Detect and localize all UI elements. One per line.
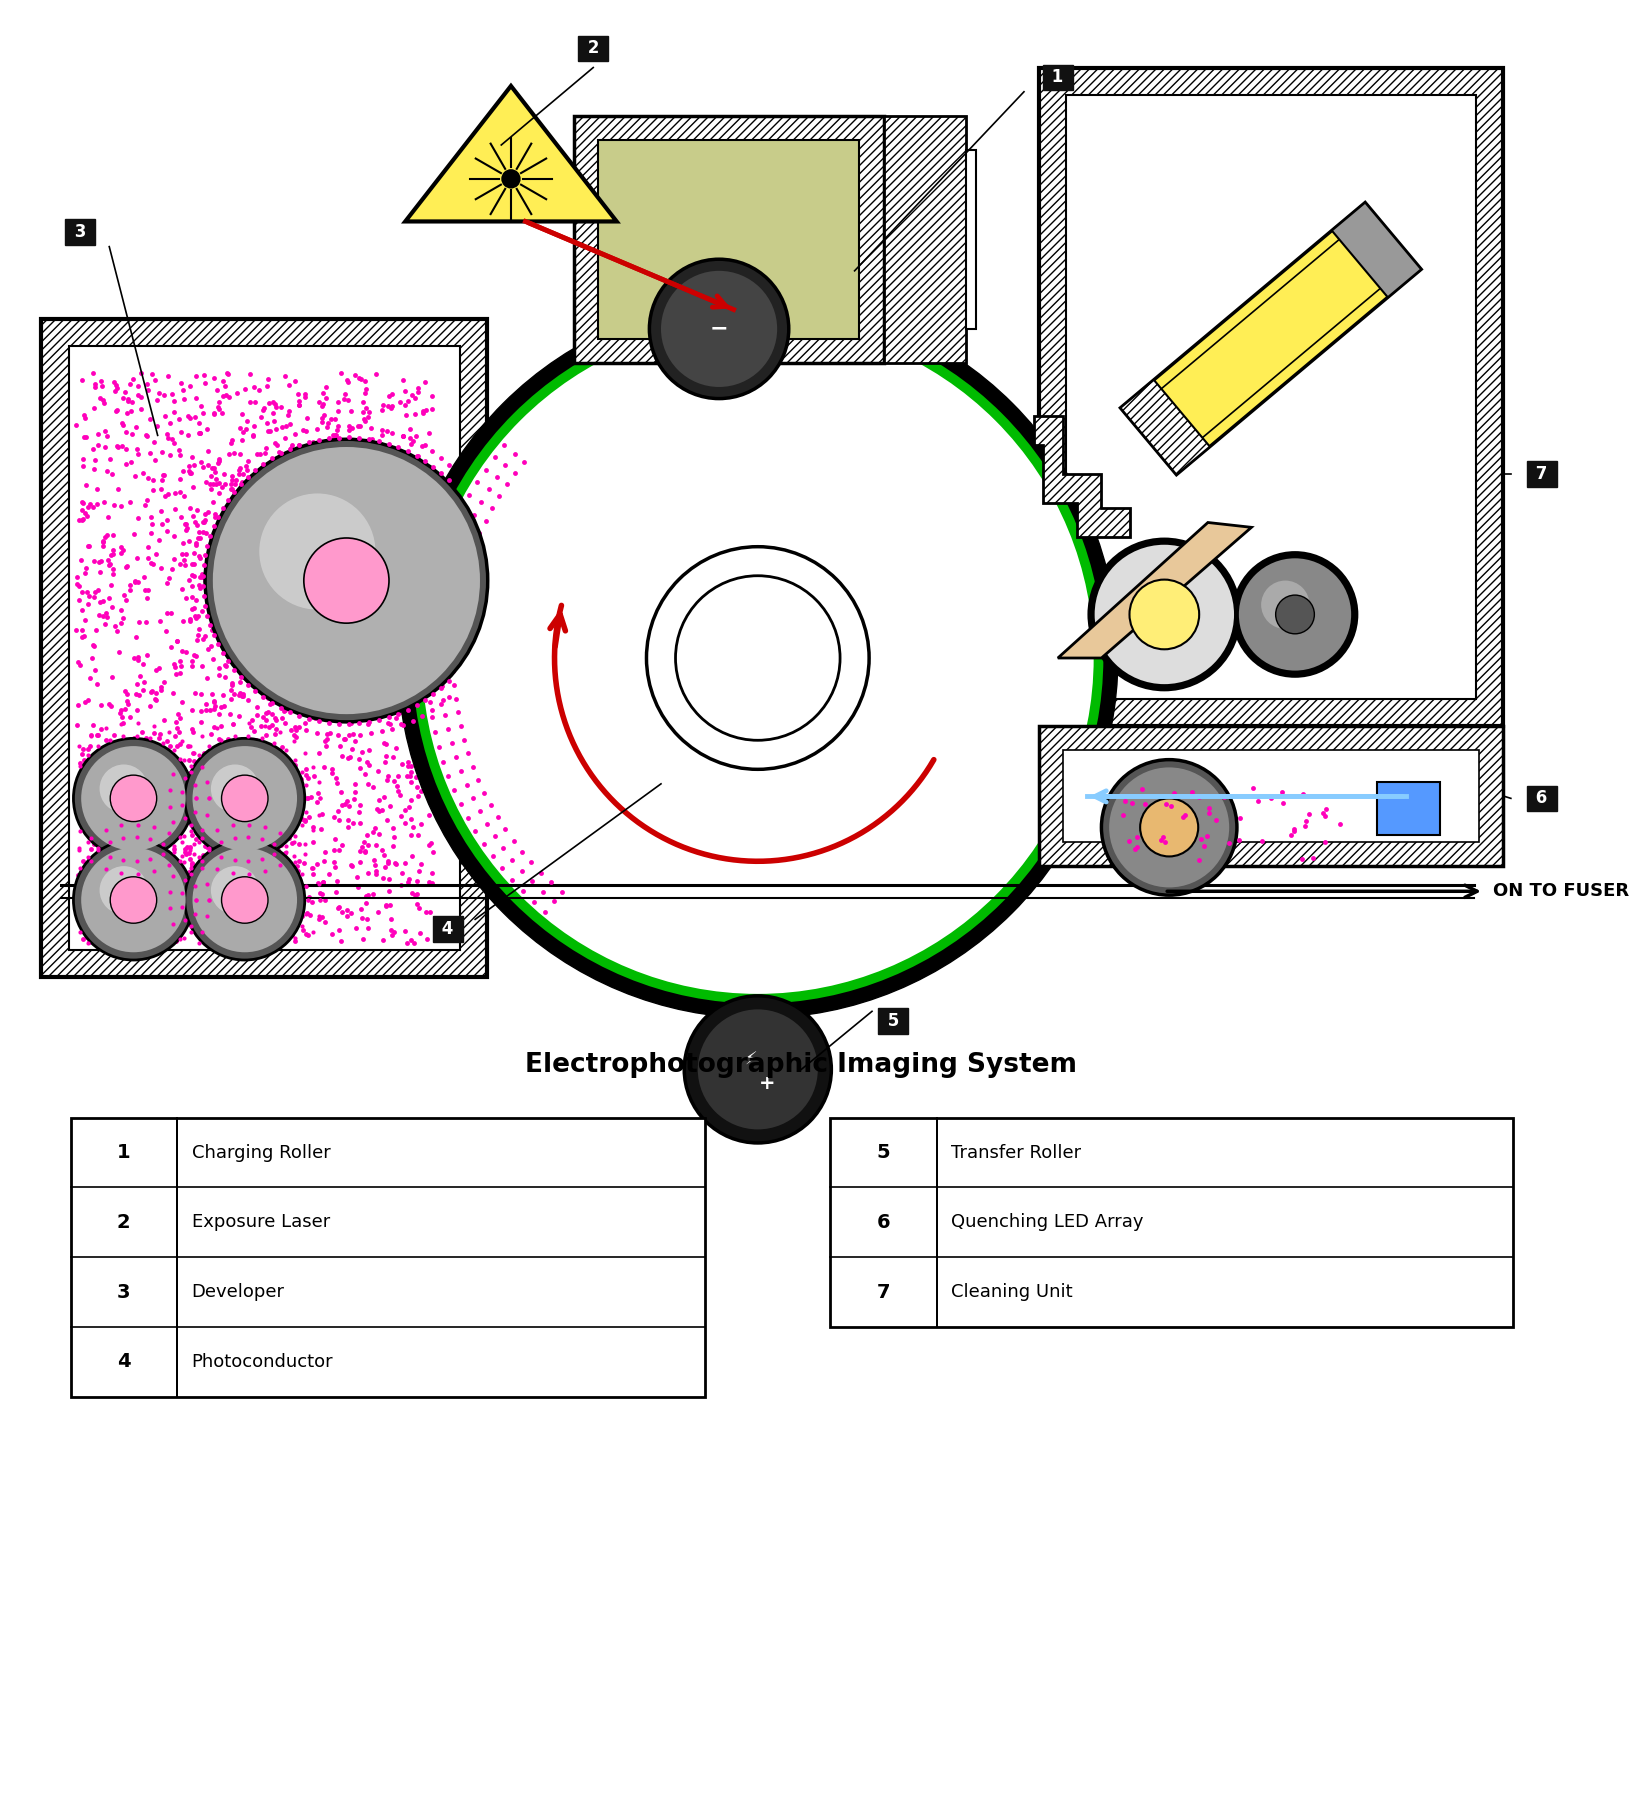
Polygon shape	[1058, 522, 1251, 659]
Circle shape	[398, 299, 1117, 1019]
Polygon shape	[1138, 221, 1402, 457]
Circle shape	[111, 877, 157, 923]
Circle shape	[193, 848, 297, 952]
Text: 2: 2	[582, 40, 606, 58]
Circle shape	[205, 439, 488, 722]
Polygon shape	[1332, 203, 1421, 297]
Circle shape	[662, 270, 777, 387]
Bar	[71, 1118, 705, 1397]
Text: 2: 2	[117, 1213, 130, 1231]
Text: ON TO FUSER: ON TO FUSER	[1493, 882, 1630, 900]
Circle shape	[675, 576, 840, 740]
Bar	[884, 115, 965, 364]
Circle shape	[81, 745, 186, 851]
Circle shape	[81, 848, 186, 952]
Bar	[1038, 725, 1503, 866]
Bar	[1066, 95, 1477, 698]
Circle shape	[1233, 553, 1356, 677]
Bar	[965, 149, 975, 329]
Circle shape	[1102, 760, 1238, 895]
Text: 1: 1	[1046, 68, 1069, 86]
Circle shape	[111, 776, 157, 821]
Text: 7: 7	[1530, 464, 1553, 482]
Circle shape	[1239, 558, 1351, 671]
Text: ⚡: ⚡	[744, 1051, 757, 1069]
Bar	[1038, 68, 1503, 725]
Text: Quenching LED Array: Quenching LED Array	[952, 1213, 1143, 1231]
Circle shape	[213, 446, 480, 715]
Circle shape	[221, 776, 267, 821]
Text: 6: 6	[1530, 790, 1553, 808]
Bar	[1378, 781, 1440, 835]
Bar	[597, 140, 860, 338]
Circle shape	[211, 866, 259, 914]
Circle shape	[1109, 767, 1229, 887]
Text: 4: 4	[437, 920, 460, 938]
Text: 4: 4	[117, 1352, 130, 1372]
Circle shape	[502, 169, 521, 189]
Circle shape	[259, 493, 376, 610]
Polygon shape	[1033, 416, 1130, 536]
Circle shape	[221, 877, 267, 923]
Circle shape	[211, 765, 259, 814]
Text: 5: 5	[881, 1012, 904, 1030]
Text: 1: 1	[117, 1143, 130, 1163]
Polygon shape	[1120, 380, 1209, 475]
Circle shape	[304, 538, 389, 623]
Text: −: −	[710, 319, 728, 338]
Circle shape	[1089, 538, 1239, 689]
Text: Exposure Laser: Exposure Laser	[191, 1213, 330, 1231]
Text: 3: 3	[69, 223, 92, 241]
Circle shape	[193, 745, 297, 851]
Circle shape	[1094, 545, 1234, 684]
Text: Developer: Developer	[191, 1283, 284, 1301]
Text: Transfer Roller: Transfer Roller	[952, 1143, 1081, 1161]
Text: Photoconductor: Photoconductor	[191, 1354, 333, 1372]
Circle shape	[422, 322, 1094, 994]
Text: Charging Roller: Charging Roller	[191, 1143, 330, 1161]
Circle shape	[1261, 581, 1310, 628]
Text: 5: 5	[876, 1143, 891, 1163]
Circle shape	[647, 547, 870, 769]
Text: 3: 3	[117, 1283, 130, 1301]
Circle shape	[99, 765, 148, 814]
Polygon shape	[1120, 203, 1421, 475]
Bar	[1063, 751, 1478, 842]
Bar	[69, 346, 460, 950]
Circle shape	[185, 841, 305, 959]
Circle shape	[74, 738, 193, 859]
Text: 7: 7	[876, 1283, 891, 1301]
Text: +: +	[759, 1075, 775, 1093]
Text: 6: 6	[876, 1213, 891, 1231]
Bar	[574, 115, 884, 364]
Circle shape	[698, 1010, 818, 1129]
Circle shape	[650, 259, 789, 398]
Polygon shape	[406, 86, 617, 221]
Bar	[41, 319, 487, 977]
Circle shape	[412, 313, 1104, 1004]
Circle shape	[1140, 799, 1198, 857]
Circle shape	[1275, 596, 1315, 634]
Circle shape	[74, 841, 193, 959]
Circle shape	[185, 738, 305, 859]
Text: Electrophotographic Imaging System: Electrophotographic Imaging System	[525, 1051, 1077, 1078]
Circle shape	[685, 995, 832, 1143]
Bar	[830, 1118, 1513, 1327]
Text: Cleaning Unit: Cleaning Unit	[952, 1283, 1072, 1301]
Circle shape	[1130, 580, 1200, 650]
Circle shape	[99, 866, 148, 914]
